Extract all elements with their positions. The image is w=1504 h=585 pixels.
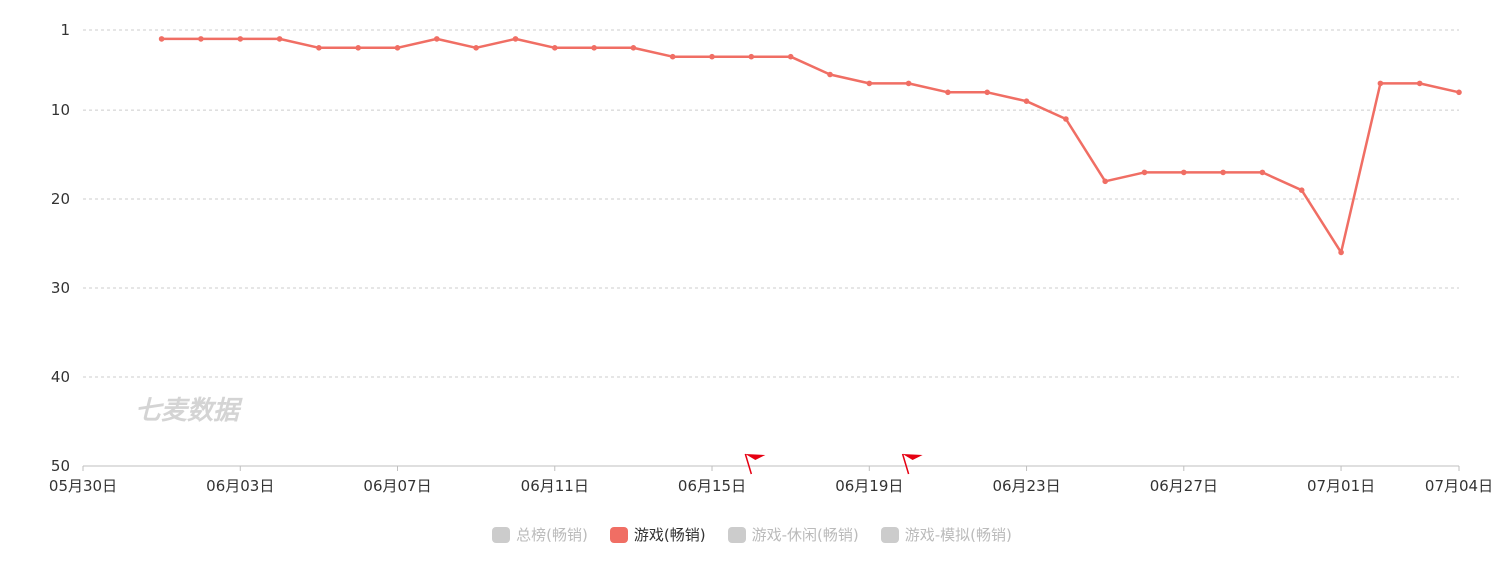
data-point (866, 80, 873, 87)
legend: 总榜(畅销) 游戏(畅销) 游戏-休闲(畅销) 游戏-模拟(畅销) (0, 524, 1504, 545)
legend-label: 游戏-模拟(畅销) (904, 526, 1012, 544)
data-point (276, 36, 283, 42)
data-point (237, 36, 244, 42)
data-point (1298, 187, 1305, 193)
data-point (1259, 169, 1266, 176)
legend-item[interactable]: 游戏-模拟(畅销) (880, 524, 1012, 545)
data-point (1416, 80, 1423, 87)
data-point (434, 36, 440, 42)
legend-swatch (492, 526, 511, 543)
data-point (709, 53, 715, 60)
data-point (984, 89, 990, 96)
data-point (1377, 80, 1384, 87)
legend-swatch (880, 526, 899, 543)
x-tick-label: 06月19日 (835, 477, 903, 495)
legend-label: 游戏(畅销) (633, 526, 706, 544)
data-point (1181, 169, 1187, 176)
series-game-grossing[interactable] (158, 36, 1462, 256)
watermark-text: 七麦数据 (135, 396, 243, 426)
x-tick-label: 06月27日 (1150, 477, 1218, 495)
y-tick-label: 20 (51, 190, 70, 208)
y-tick-label: 40 (51, 368, 70, 386)
data-point (394, 45, 401, 51)
data-point (198, 36, 204, 42)
grid-lines (83, 29, 1459, 378)
data-point (669, 53, 676, 60)
legend-swatch (609, 526, 628, 543)
data-point (945, 89, 951, 96)
data-point (630, 45, 637, 51)
data-point (1338, 249, 1344, 256)
data-point (1023, 98, 1030, 104)
x-axis: 05月30日 06月03日 06月07日 06月11日 06月15日 06月19日 06月2… (49, 465, 1493, 495)
data-point (591, 45, 597, 51)
data-point (355, 45, 362, 51)
data-point (787, 53, 794, 60)
x-tick-label: 06月11日 (521, 477, 589, 495)
data-point (316, 45, 322, 51)
data-point (1456, 89, 1462, 96)
x-tick-label: 07月01日 (1307, 477, 1375, 495)
flag-pole (901, 453, 910, 475)
series-line (161, 37, 1460, 254)
data-point (1102, 178, 1108, 185)
x-tick-label: 06月07日 (363, 477, 431, 495)
y-tick-label: 50 (51, 457, 70, 475)
flag-icon (744, 453, 766, 475)
rank-line-chart: 1 10 20 30 40 50 05月30日 06月03日 06月07日 06月11日 06月1… (49, 21, 1493, 495)
legend-item[interactable]: 总榜(畅销) (492, 524, 588, 545)
data-point (1141, 169, 1148, 176)
y-tick-label: 1 (60, 21, 70, 39)
data-point (552, 45, 558, 51)
x-tick-label: 07月04日 (1425, 477, 1493, 495)
data-point (827, 71, 833, 78)
legend-swatch (727, 526, 746, 543)
flag-cloth (902, 454, 923, 460)
flag-cloth (745, 454, 766, 460)
data-point (905, 80, 912, 87)
x-tick-label: 06月03日 (206, 477, 274, 495)
event-flags (744, 453, 923, 475)
x-tick-label: 06月15日 (678, 477, 746, 495)
data-point (473, 45, 479, 51)
data-point (748, 53, 755, 60)
data-point (1063, 116, 1069, 122)
y-tick-label: 30 (51, 279, 70, 297)
y-tick-label: 10 (51, 101, 70, 119)
legend-label: 总榜(畅销) (516, 526, 588, 544)
legend-item[interactable]: 游戏(畅销) (609, 524, 706, 545)
flag-icon (901, 453, 923, 475)
legend-item[interactable]: 游戏-休闲(畅销) (727, 524, 859, 545)
legend-label: 游戏-休闲(畅销) (751, 526, 859, 544)
flag-pole (744, 453, 753, 475)
x-tick-label: 05月30日 (49, 477, 117, 495)
x-tick-label: 06月23日 (992, 477, 1060, 495)
data-point (512, 36, 519, 42)
data-point (158, 36, 165, 42)
y-axis: 1 10 20 30 40 50 (51, 21, 70, 475)
data-point (1220, 169, 1226, 176)
